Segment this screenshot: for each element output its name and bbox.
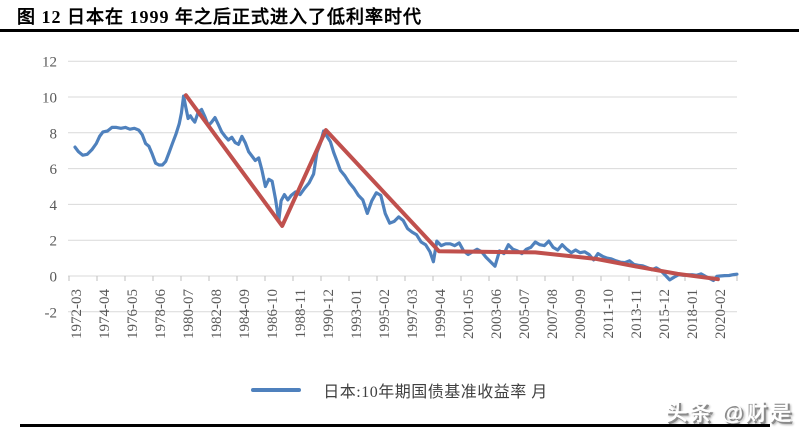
data-series	[73, 93, 739, 283]
y-axis-label: 8	[50, 126, 58, 142]
legend-line-marker	[251, 388, 302, 392]
x-axis-label: 1978-06	[153, 289, 169, 339]
x-axis-label: 1990-12	[321, 289, 337, 339]
x-axis-label: 1986-10	[265, 289, 281, 339]
x-axis-label: 2011-10	[601, 289, 617, 338]
x-axis-label: 2003-06	[489, 289, 505, 339]
x-axis-label: 1976-05	[125, 289, 141, 339]
x-axis-label: 2001-05	[461, 289, 477, 339]
legend-label: 日本:10年期国债基准收益率 月	[323, 384, 548, 401]
x-axis-label: 2015-12	[657, 289, 673, 339]
x-axis-label: 1982-08	[209, 289, 225, 339]
x-axis-label: 1974-04	[97, 289, 113, 339]
x-axis-ticks	[68, 276, 738, 281]
y-axis-label: -2	[45, 305, 58, 321]
title-underline	[0, 29, 799, 32]
x-axis-label: 1999-04	[433, 289, 449, 339]
x-axis-label: 2020-02	[713, 289, 729, 339]
x-axis-label: 2013-11	[629, 289, 645, 338]
y-axis-label: 6	[50, 162, 58, 178]
x-axis-label: 1988-11	[293, 289, 309, 338]
x-axis-label: 2009-09	[573, 289, 589, 339]
bond-yield-line	[73, 94, 739, 283]
gridlines	[68, 60, 737, 313]
y-axis-label: 0	[50, 270, 58, 286]
y-axis-label: 2	[50, 234, 58, 250]
x-axis-label: 1980-07	[181, 289, 197, 339]
y-axis-label: 10	[42, 91, 57, 107]
x-axis-label: 2018-01	[685, 289, 701, 339]
trend-line	[183, 93, 720, 282]
y-axis-labels: 12 10 8 6 4 2 0 -2	[42, 55, 58, 322]
watermark-text: 头条 @财是	[665, 400, 793, 425]
x-axis-label: 1993-01	[349, 289, 365, 339]
chart-legend: 日本:10年期国债基准收益率 月	[0, 378, 799, 402]
y-axis-label: 12	[42, 55, 57, 71]
bottom-border-line	[20, 424, 770, 427]
x-axis-label: 1972-03	[69, 289, 85, 339]
figure-title: 图 12 日本在 1999 年之后正式进入了低利率时代	[17, 7, 422, 27]
x-axis-label: 1984-09	[237, 289, 253, 339]
x-axis-label: 1997-03	[405, 289, 421, 339]
y-axis-label: 4	[50, 198, 58, 214]
x-axis-label: 2007-08	[545, 289, 561, 339]
x-axis-label: 2005-07	[517, 289, 533, 339]
x-axis-labels: 1972-03 1974-04 1976-05 1978-06 1980-07 1982-…	[69, 289, 729, 339]
x-axis-label: 1995-02	[377, 289, 393, 339]
